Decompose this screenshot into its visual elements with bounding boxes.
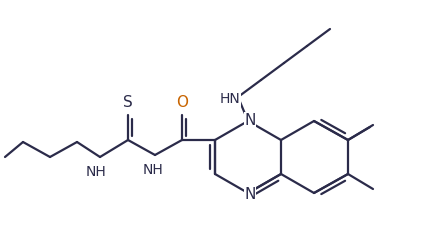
Text: N: N xyxy=(244,113,256,127)
Text: HN: HN xyxy=(220,92,241,106)
Text: NH: NH xyxy=(143,163,163,177)
Text: S: S xyxy=(123,95,133,110)
Text: O: O xyxy=(176,95,188,110)
Text: NH: NH xyxy=(85,165,106,179)
Text: N: N xyxy=(244,187,256,201)
